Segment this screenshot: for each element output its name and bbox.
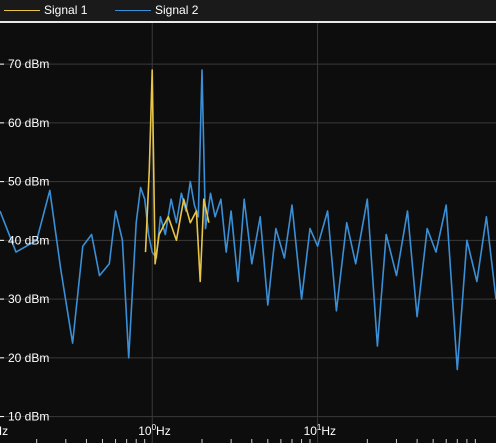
y-tick-label: 30 dBm: [8, 292, 49, 306]
legend-swatch-signal-1: [4, 10, 40, 11]
x-tick-label: 10-1Hz: [0, 423, 8, 438]
y-tick-label: 20 dBm: [8, 351, 49, 365]
series-line-signal-1: [144, 69, 210, 283]
legend-label-signal-2: Signal 2: [155, 3, 199, 17]
y-tick-label: 60 dBm: [8, 116, 49, 130]
legend-label-signal-1: Signal 1: [44, 3, 88, 17]
legend-swatch-signal-2: [115, 10, 151, 11]
legend: Signal 1 Signal 2: [0, 0, 496, 23]
x-tick-label: 101Hz: [304, 423, 336, 438]
y-tick-label: 40 dBm: [8, 233, 49, 247]
tick-labels: 70 dBm 60 dBm 50 dBm 40 dBm 30 dBm 20 dBm 10 d…: [0, 57, 336, 438]
y-tick-label: 10 dBm: [8, 410, 49, 424]
x-tick-label: 100Hz: [138, 423, 170, 438]
y-tick-label: 50 dBm: [8, 175, 49, 189]
series-line-signal-2: [0, 69, 496, 371]
series-lines: [0, 69, 496, 371]
y-tick-label: 70 dBm: [8, 57, 49, 71]
